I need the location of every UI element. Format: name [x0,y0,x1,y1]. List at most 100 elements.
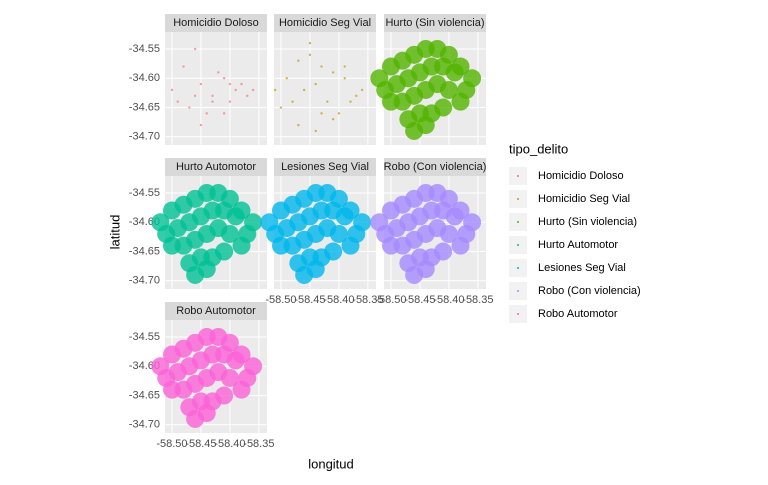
point [251,88,255,92]
x-tick-label: -58.35 [462,294,493,306]
point [197,260,216,279]
strip [165,158,267,176]
point [188,106,191,109]
point [434,242,453,261]
legend-swatch [517,221,519,223]
strip-label: Robo Automotor [176,305,256,317]
point [220,224,239,243]
strip-label: Lesiones Seg Vial [281,161,369,173]
legend-title: tipo_delito [509,141,568,156]
strip-label: Robo (Con violencia) [384,161,487,173]
point [306,260,325,279]
legend-label: Robo Automotor [538,308,618,320]
legend-swatch [517,175,519,177]
point [297,59,300,62]
legend-label: Homicidio Doloso [538,170,624,182]
point [170,88,174,92]
point [337,112,341,115]
point [451,236,470,255]
point [341,236,360,255]
point [416,116,435,135]
point [308,41,312,45]
point [205,112,208,115]
strip [165,302,267,320]
x-axis-label: longitud [308,456,354,471]
point [273,88,277,92]
x-tick-label: -58.45 [294,294,325,306]
y-tick-label: -34.55 [129,187,160,199]
legend-label: Robo (Con violencia) [538,285,641,297]
y-tick-label: -34.70 [129,419,160,431]
point [324,242,343,261]
y-tick-label: -34.70 [129,275,160,287]
point [222,112,226,115]
point [182,65,185,68]
point [343,65,346,68]
strip [384,14,486,32]
point [199,123,203,127]
y-tick-label: -34.70 [129,131,160,143]
y-tick-label: -34.65 [129,245,160,257]
point [199,82,203,86]
strip-label: Homicidio Doloso [173,17,259,29]
point [439,80,458,99]
point [193,47,197,51]
legend-label: Hurto Automotor [538,239,618,251]
point [360,88,364,92]
point [308,53,312,57]
point [297,123,300,127]
strip-label: Hurto Automotor [176,161,256,173]
point [291,100,294,103]
legend-label: Lesiones Seg Vial [538,262,626,274]
point [434,98,453,117]
point [320,112,323,115]
x-tick-label: -58.35 [243,438,274,450]
strip [384,158,486,176]
point [331,71,335,74]
point [226,207,245,226]
x-tick-label: -58.35 [352,294,383,306]
point [314,129,317,133]
legend-label: Homicidio Seg Vial [538,193,630,205]
legend-swatch [517,313,519,315]
x-tick-label: -58.50 [156,438,187,450]
point [285,77,288,80]
point [222,77,226,80]
legend-swatch [517,198,519,200]
x-tick-label: -58.40 [433,294,464,306]
point [193,94,197,98]
y-tick-label: -34.55 [129,331,160,343]
strip [165,14,267,32]
legend-swatch [517,267,519,269]
point [329,224,348,243]
point [232,380,251,399]
x-tick-label: -58.40 [323,294,354,306]
point [197,404,216,423]
strip [274,14,376,32]
point [439,224,458,243]
panel [165,32,267,145]
point [355,94,358,98]
point [343,77,346,80]
point [240,82,243,86]
point [416,260,435,279]
point [232,236,251,255]
point [445,63,464,82]
x-tick-label: -58.50 [375,294,406,306]
y-axis-label: latitud [107,215,122,250]
legend-swatch [517,244,519,246]
point [176,100,179,103]
point [228,100,232,103]
point [326,100,329,103]
x-tick-label: -58.50 [265,294,296,306]
x-tick-label: -58.40 [214,438,245,450]
strip-label: Homicidio Seg Vial [279,17,371,29]
point [211,94,214,98]
point [217,71,220,74]
strip [274,158,376,176]
point [215,242,234,261]
point [302,88,306,92]
x-tick-label: -58.45 [404,294,435,306]
